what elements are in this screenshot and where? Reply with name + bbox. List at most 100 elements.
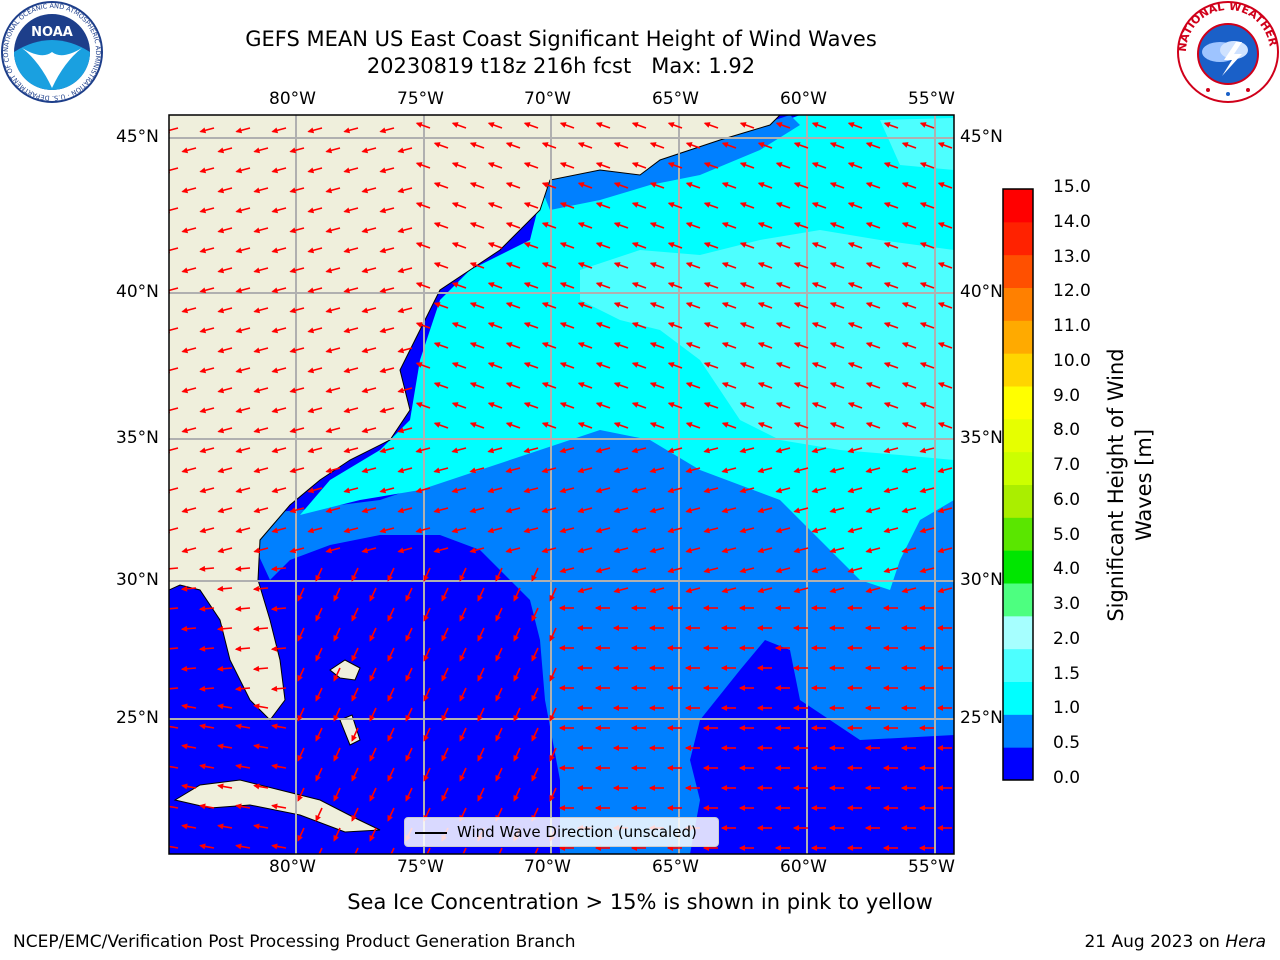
wind-wave-arrowhead — [918, 765, 926, 771]
map-legend: Wind Wave Direction (unscaled) — [404, 817, 719, 847]
wind-wave-arrowhead — [523, 362, 531, 368]
wind-wave-arrowhead — [667, 202, 675, 208]
wind-wave-arrowhead — [685, 262, 693, 268]
wind-wave-arrowhead — [919, 242, 927, 248]
wind-wave-arrowhead — [451, 202, 459, 208]
wind-wave-arrowhead — [325, 347, 333, 354]
wind-wave-arrowhead — [181, 703, 188, 710]
wind-wave-arrowhead — [595, 202, 603, 208]
wind-wave-arrowhead — [523, 447, 531, 454]
wind-wave-arrowhead — [297, 834, 303, 842]
wind-wave-arrowhead — [217, 187, 225, 194]
wind-wave-arrowhead — [351, 614, 357, 622]
wind-wave-arrowhead — [559, 162, 567, 168]
wind-wave-arrow — [169, 487, 179, 492]
wind-wave-arrowhead — [441, 794, 447, 802]
wind-wave-arrowhead — [595, 162, 603, 168]
wind-wave-arrowhead — [883, 567, 891, 574]
wind-wave-arrowhead — [415, 202, 423, 208]
wind-wave-arrowhead — [253, 743, 260, 750]
lon-tick-top: 80°W — [269, 89, 316, 109]
wind-wave-arrowhead — [217, 227, 225, 234]
wind-wave-arrowhead — [415, 322, 423, 328]
wind-wave-arrowhead — [558, 805, 566, 811]
wind-wave-arrowhead — [397, 387, 405, 394]
wind-wave-arrow — [169, 845, 179, 849]
wind-wave-arrowhead — [469, 142, 477, 148]
wind-wave-arrowhead — [883, 362, 891, 368]
wind-wave-arrowhead — [828, 665, 836, 671]
wind-wave-arrowhead — [846, 725, 854, 731]
wind-wave-arrowhead — [181, 387, 189, 394]
wind-wave-arrowhead — [631, 362, 639, 368]
colorbar-tick: 11.0 — [1053, 316, 1091, 337]
wind-wave-arrowhead — [531, 614, 537, 622]
wind-wave-arrowhead — [901, 302, 909, 308]
wind-wave-arrowhead — [369, 754, 375, 762]
wind-wave-arrowhead — [169, 568, 170, 572]
wind-wave-arrowhead — [810, 845, 818, 851]
wind-wave-arrowhead — [405, 674, 411, 682]
wind-wave-arrowhead — [559, 447, 567, 454]
wind-wave-arrowhead — [577, 142, 585, 148]
wind-wave-arrowhead — [631, 282, 639, 288]
lon-tick-bottom: 70°W — [524, 857, 571, 877]
wind-wave-arrowhead — [397, 467, 405, 474]
wind-wave-arrowhead — [703, 362, 711, 368]
wind-wave-arrowhead — [271, 487, 279, 494]
wind-wave-arrowhead — [847, 242, 855, 248]
wind-wave-arrowhead — [774, 725, 782, 731]
wind-wave-arrowhead — [901, 262, 909, 268]
wind-wave-arrow — [169, 725, 179, 729]
wind-wave-arrowhead — [757, 302, 765, 308]
wind-wave-arrowhead — [883, 202, 891, 208]
wind-wave-arrowhead — [423, 654, 429, 662]
wind-wave-arrowhead — [883, 527, 891, 534]
colorbar-tick: 1.5 — [1053, 663, 1081, 684]
wind-wave-arrowhead — [216, 585, 224, 592]
wind-wave-arrowhead — [721, 547, 729, 554]
wind-wave-arrowhead — [757, 182, 765, 188]
wind-wave-arrowhead — [919, 282, 927, 288]
wind-wave-arrowhead — [775, 242, 783, 248]
wind-wave-arrowhead — [297, 634, 303, 642]
colorbar-tick: 13.0 — [1053, 246, 1091, 267]
wind-wave-arrowhead — [919, 362, 927, 368]
wind-wave-arrowhead — [847, 527, 855, 534]
wind-wave-arrowhead — [379, 207, 387, 214]
wind-wave-arrowhead — [612, 745, 620, 751]
wind-wave-arrowhead — [325, 227, 333, 234]
wind-wave-arrowhead — [270, 645, 278, 652]
wind-wave-arrowhead — [703, 402, 711, 408]
colorbar-tick: 3.0 — [1053, 594, 1081, 615]
wind-wave-arrowhead — [307, 367, 315, 374]
wind-wave-arrowhead — [901, 342, 909, 348]
wind-wave-arrowhead — [684, 625, 692, 631]
wind-wave-arrowhead — [847, 202, 855, 208]
wind-wave-arrowhead — [901, 547, 909, 554]
wind-wave-arrowhead — [198, 565, 206, 572]
wind-wave-arrowhead — [235, 723, 242, 730]
wind-wave-arrowhead — [559, 527, 567, 534]
wind-wave-arrowhead — [864, 745, 872, 751]
wind-wave-arrowhead — [738, 765, 746, 771]
wind-wave-arrowhead — [469, 467, 477, 474]
wind-wave-arrowhead — [271, 527, 279, 534]
wind-wave-arrowhead — [594, 725, 602, 731]
lat-tick-left: 45°N — [116, 127, 159, 147]
wind-wave-arrowhead — [900, 625, 908, 631]
colorbar-block — [1003, 320, 1033, 354]
wind-wave-arrowhead — [648, 785, 656, 791]
wind-wave-arrow — [462, 847, 467, 854]
wind-wave-arrowhead — [774, 845, 782, 851]
wind-wave-arrowhead — [594, 645, 602, 651]
wind-wave-arrowhead — [505, 182, 513, 188]
wind-wave-arrowhead — [496, 856, 500, 861]
wind-wave-arrowhead — [307, 487, 315, 494]
wind-wave-arrowhead — [487, 162, 495, 168]
wind-wave-arrowhead — [541, 422, 549, 428]
wind-wave-arrowhead — [559, 202, 567, 208]
wind-wave-arrowhead — [397, 307, 405, 314]
wind-wave-arrowhead — [703, 282, 711, 288]
wind-wave-arrowhead — [397, 427, 405, 434]
